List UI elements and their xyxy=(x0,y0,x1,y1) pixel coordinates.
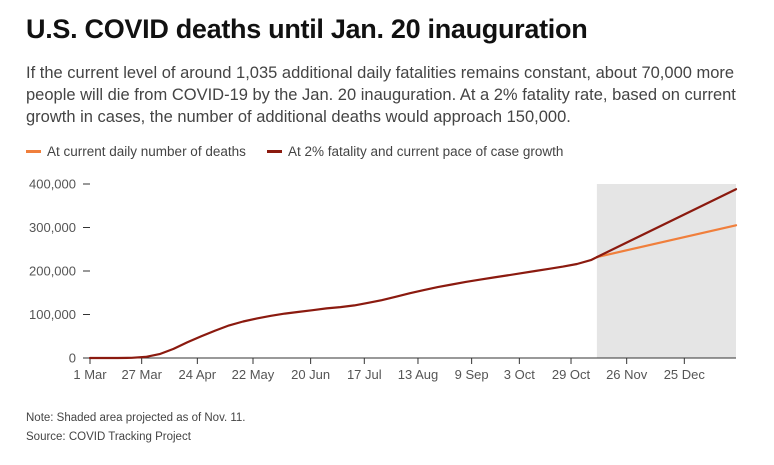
line-chart: 0 100,000 200,000 300,000 400,000 1 Mar 27 Mar… xyxy=(29,177,738,382)
x-tick-label: 25 Dec xyxy=(664,367,706,382)
x-tick-label: 17 Jul xyxy=(347,367,382,382)
y-tick-label: 300,000 xyxy=(29,220,76,235)
y-tick-label: 100,000 xyxy=(29,307,76,322)
series-line-current-daily xyxy=(595,224,738,259)
chart-title: U.S. COVID deaths until Jan. 20 inaugura… xyxy=(26,14,588,44)
x-tick-label: 13 Aug xyxy=(398,367,439,382)
x-tick-label: 26 Nov xyxy=(606,367,648,382)
projection-shaded-area xyxy=(596,184,736,358)
chart-note: Note: Shaded area projected as of Nov. 1… xyxy=(26,412,246,424)
legend-item-current-daily: At current daily number of deaths xyxy=(26,144,246,159)
x-tick-label: 20 Jun xyxy=(291,367,330,382)
legend-swatch-two-percent xyxy=(267,150,282,153)
series-line-two-percent xyxy=(595,188,738,259)
legend-item-two-percent: At 2% fatality and current pace of case … xyxy=(267,144,563,159)
x-tick-label: 1 Mar xyxy=(73,367,107,382)
chart-subtitle: If the current level of around 1,035 add… xyxy=(26,64,736,126)
legend-label-current-daily: At current daily number of deaths xyxy=(47,144,246,159)
legend: At current daily number of deaths At 2% … xyxy=(26,144,756,164)
x-tick-label: 29 Oct xyxy=(552,367,591,382)
x-tick-label: 3 Oct xyxy=(504,367,535,382)
series-line-historical xyxy=(88,255,599,360)
x-tick-label: 24 Apr xyxy=(179,367,217,382)
x-tick-label: 22 May xyxy=(232,367,275,382)
x-tick-label: 9 Sep xyxy=(455,367,489,382)
x-tick-label: 27 Mar xyxy=(121,367,162,382)
y-tick-label: 400,000 xyxy=(29,177,76,192)
legend-label-two-percent: At 2% fatality and current pace of case … xyxy=(288,144,564,159)
y-tick-label: 0 xyxy=(69,351,76,366)
y-tick-label: 200,000 xyxy=(29,264,76,279)
chart-source: Source: COVID Tracking Project xyxy=(26,431,191,443)
legend-swatch-current-daily xyxy=(26,150,41,153)
